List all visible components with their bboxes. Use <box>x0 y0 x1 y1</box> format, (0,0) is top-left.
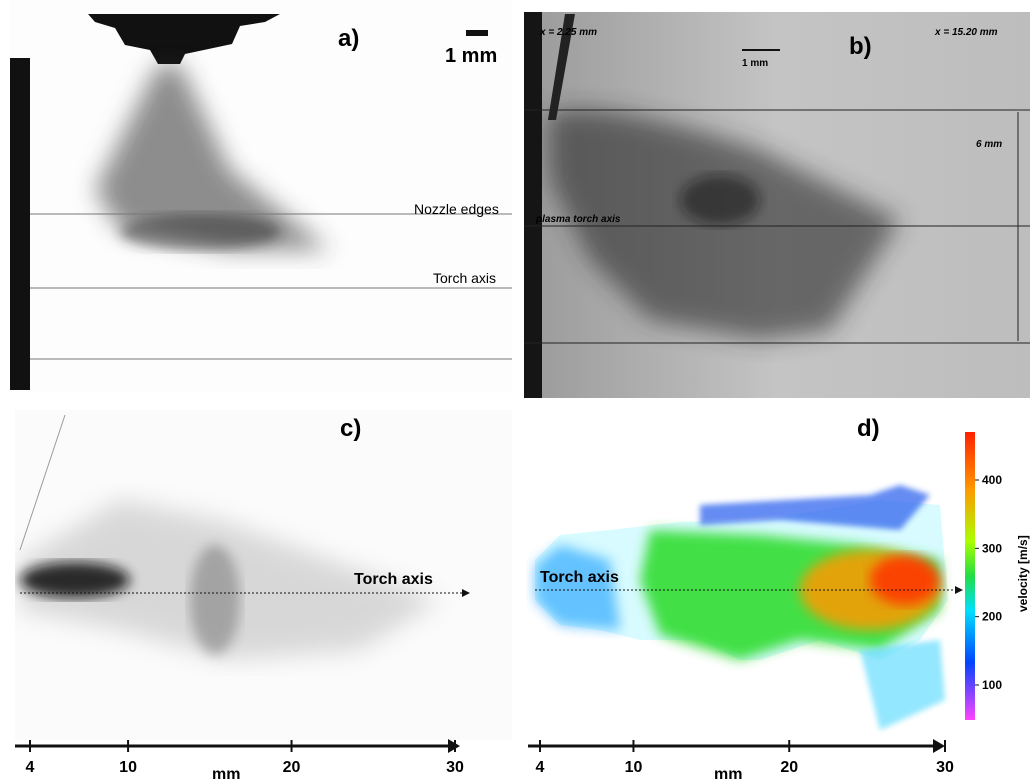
annotation: Nozzle edges <box>414 201 499 217</box>
particle-core <box>680 175 760 225</box>
axis-unit: mm <box>714 766 742 783</box>
velocity-region <box>860 640 945 730</box>
panel-label: b) <box>849 33 872 60</box>
annotation: x = 2.25 mm <box>539 27 597 38</box>
x-tick-label: 30 <box>936 759 954 776</box>
annotation: Torch axis <box>354 571 433 588</box>
x-tick-label: 4 <box>536 759 545 776</box>
spray-cone <box>95 64 330 250</box>
panel-a <box>10 0 512 392</box>
velocity-region <box>700 485 930 530</box>
annotation: plasma torch axis <box>535 214 621 225</box>
panel-c <box>15 410 512 740</box>
nozzle <box>88 14 280 64</box>
annotation: 1 mm <box>742 58 768 69</box>
x-tick-label: 4 <box>26 759 35 776</box>
substrate-edge <box>10 58 30 390</box>
particle-jet <box>20 562 130 598</box>
annotation: 6 mm <box>976 139 1002 150</box>
colorbar <box>965 432 975 720</box>
spray-core <box>120 214 280 250</box>
particle-cloud <box>548 110 900 340</box>
substrate-edge <box>524 12 542 398</box>
x-tick-label: 10 <box>119 759 137 776</box>
x-axis-ticks: 4 10 20 30 <box>536 740 954 776</box>
arrow-head <box>933 739 945 753</box>
x-tick-label: 20 <box>283 759 301 776</box>
colorbar-label: velocity [m/s] <box>1016 535 1030 612</box>
panel-label: d) <box>857 415 880 442</box>
colorbar-tick-label: 300 <box>982 541 1002 555</box>
velocity-region <box>870 555 940 605</box>
panel-d <box>535 432 975 730</box>
scale-bar-label: 1 mm <box>445 45 497 67</box>
x-tick-label: 20 <box>780 759 798 776</box>
panel-b <box>524 12 1030 398</box>
axis-unit: mm <box>212 766 240 783</box>
arrow-head <box>462 589 470 597</box>
annotation: Torch axis <box>433 270 496 286</box>
plume-structure <box>190 545 240 655</box>
panel-label: a) <box>338 25 359 52</box>
velocity-region <box>535 545 620 630</box>
colorbar-tick-label: 100 <box>982 678 1002 692</box>
annotation: Torch axis <box>540 569 619 586</box>
colorbar-tick-label: 200 <box>982 610 1002 624</box>
panel-label: c) <box>340 415 361 442</box>
arrow-head <box>955 586 963 594</box>
scale-bar <box>466 30 488 36</box>
annotation: x = 15.20 mm <box>934 27 998 38</box>
injector <box>548 14 575 120</box>
x-tick-label: 30 <box>446 759 464 776</box>
injector-trace <box>19 414 66 551</box>
x-axis-ticks: 4 10 20 30 <box>26 740 464 776</box>
colorbar-tick-label: 400 <box>982 473 1002 487</box>
colorbar-ticks: 100 200 300 400 <box>975 473 1002 692</box>
x-tick-label: 10 <box>625 759 643 776</box>
